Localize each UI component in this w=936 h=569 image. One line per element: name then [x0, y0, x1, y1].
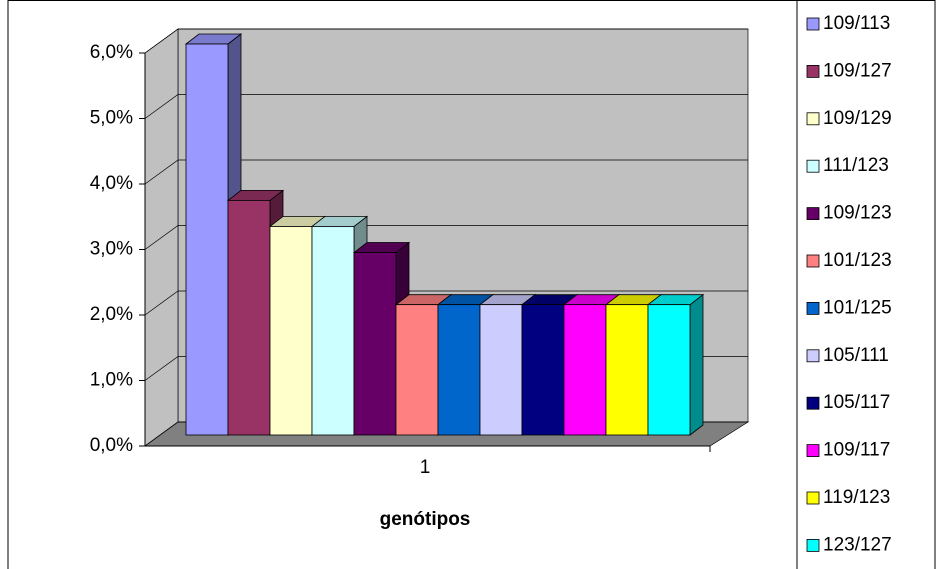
legend-swatch [806, 112, 820, 126]
legend-label: 105/111 [823, 345, 889, 366]
legend-swatch [806, 159, 820, 173]
legend-swatch [806, 301, 820, 315]
x-axis-title: genótipos [380, 509, 471, 530]
legend-label: 109/127 [823, 60, 892, 81]
legend-swatch [806, 207, 820, 221]
legend-label: 109/123 [823, 203, 892, 224]
legend-swatch [806, 491, 820, 505]
legend-swatch [806, 254, 820, 268]
bar [605, 304, 649, 436]
y-tick-label: 4,0% [90, 173, 133, 194]
bar [647, 304, 691, 436]
legend-label: 101/123 [823, 250, 892, 271]
legend-label: 101/125 [823, 297, 892, 318]
grid-line [144, 225, 748, 250]
bar [311, 226, 355, 436]
bar [185, 43, 229, 436]
legend-swatch [806, 17, 820, 31]
legend-label: 123/127 [823, 534, 892, 555]
legend-swatch [806, 444, 820, 458]
y-tick-label: 0,0% [90, 435, 133, 456]
bar [353, 252, 397, 436]
y-tick-label: 3,0% [90, 239, 133, 260]
bar [521, 304, 565, 436]
legend-swatch [806, 539, 820, 552]
y-tick-label: 5,0% [90, 108, 133, 129]
grid-line [144, 28, 748, 54]
bar-side [689, 293, 704, 436]
legend-label: 105/117 [823, 392, 890, 413]
bar [563, 304, 607, 436]
y-tick-label: 1,0% [90, 370, 133, 391]
legend-label: 109/117 [823, 440, 890, 461]
y-tick-label: 6,0% [90, 42, 133, 63]
grid-line [144, 94, 748, 119]
bar [395, 304, 439, 436]
bar [437, 304, 481, 436]
y-tick-label: 2,0% [90, 304, 133, 325]
legend-label: 109/113 [823, 13, 890, 34]
grid-line [144, 159, 748, 185]
bar [227, 199, 271, 436]
bar [479, 304, 523, 436]
legend-label: 119/123 [823, 487, 890, 508]
legend-swatch [806, 396, 820, 410]
legend-swatch [806, 349, 820, 363]
bar [269, 226, 313, 436]
legend-label: 111/123 [823, 155, 889, 176]
legend-swatch [806, 65, 820, 78]
x-tick-label: 1 [420, 457, 431, 478]
legend-label: 109/129 [823, 108, 892, 129]
grid-line [144, 290, 748, 316]
